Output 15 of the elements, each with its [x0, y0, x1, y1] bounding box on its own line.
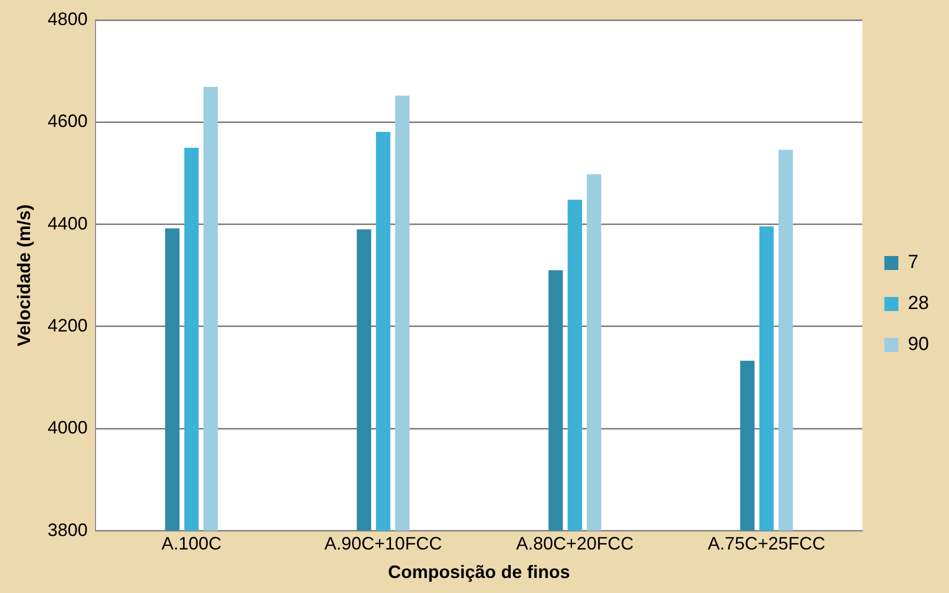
y-tick-label: 3800: [48, 520, 88, 540]
x-axis-title: Composição de finos: [388, 562, 570, 582]
x-tick-label: A.90C+10FCC: [324, 534, 442, 554]
y-tick-label: 4400: [48, 213, 88, 234]
legend-label: 7: [908, 252, 918, 274]
x-tick-label: A.75C+25FCC: [708, 534, 826, 554]
y-tick-label: 4800: [48, 8, 88, 29]
y-tick-label: 4200: [48, 315, 88, 336]
legend-label: 90: [908, 334, 930, 356]
x-tick-label: A.80C+20FCC: [516, 534, 634, 554]
y-tick-label: 4600: [48, 111, 88, 132]
x-tick-label: A.100C: [161, 534, 222, 554]
y-tick-label: 4000: [48, 418, 88, 438]
y-axis-title: Velocidade (m/s): [14, 204, 34, 346]
legend-label: 28: [908, 293, 930, 314]
